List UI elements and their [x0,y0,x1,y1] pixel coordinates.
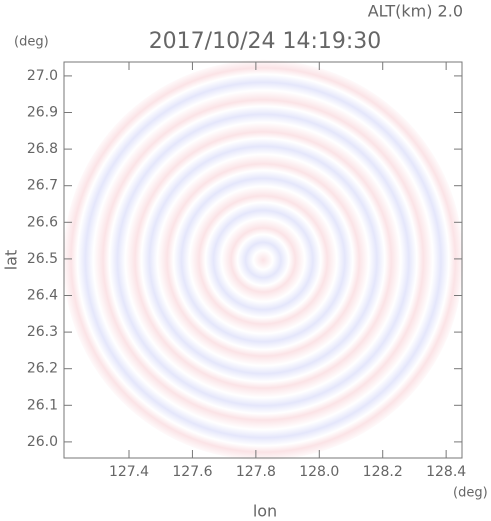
x-axis-label: lon [253,502,277,521]
x-unit: (deg) [453,486,488,501]
x-tick-label: 128.4 [426,464,466,480]
x-tick-label: 127.8 [236,464,276,480]
y-tick-label: 26.4 [27,288,58,304]
y-tick-label: 26.3 [27,324,58,340]
y-tick-label: 26.8 [27,141,58,157]
x-tick-label: 127.4 [109,464,149,480]
radar-disk [63,59,464,461]
chart-title: 2017/10/24 14:19:30 [149,29,382,54]
y-tick-label: 27.0 [27,68,58,84]
x-tick-label: 127.6 [172,464,212,480]
plot-frame [63,61,463,459]
y-axis-label: lat [2,250,21,271]
altitude-label: ALT(km) 2.0 [368,2,463,21]
y-unit: (deg) [14,35,49,50]
y-tick-label: 26.9 [27,105,58,121]
x-tick-label: 128.0 [299,464,339,480]
y-tick-label: 26.2 [27,361,58,377]
y-tick-label: 26.6 [27,214,58,230]
x-tick-label: 128.2 [363,464,403,480]
y-tick-label: 26.0 [27,434,58,450]
y-tick-label: 26.7 [27,178,58,194]
y-tick-label: 26.5 [27,251,58,267]
y-tick-label: 26.1 [27,397,58,413]
